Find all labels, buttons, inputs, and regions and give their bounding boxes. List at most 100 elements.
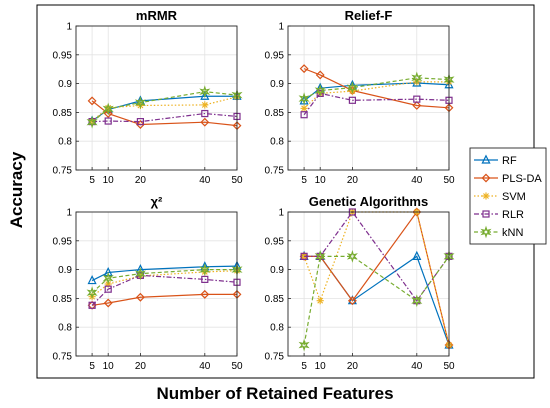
x-tick-label: 5 — [301, 361, 307, 372]
y-tick-label: 0.75 — [265, 352, 285, 363]
data-point — [412, 101, 422, 110]
panel-title: χ² — [151, 194, 163, 209]
data-point — [134, 96, 146, 109]
data-point — [103, 298, 113, 308]
series-line — [303, 255, 450, 346]
data-point — [200, 289, 210, 299]
y-tick-label: 0.9 — [270, 79, 284, 90]
y-tick-label: 0.75 — [265, 166, 285, 177]
x-tick-label: 40 — [411, 361, 423, 372]
x-tick-label: 20 — [135, 361, 147, 372]
data-point — [201, 109, 209, 118]
y-tick-label: 0.95 — [53, 50, 73, 61]
legend-marker — [480, 225, 492, 239]
series-line — [91, 91, 238, 123]
data-point — [300, 252, 308, 260]
data-point — [87, 275, 97, 285]
data-point — [316, 297, 324, 305]
legend-entry-rf: RF — [474, 154, 517, 167]
series-line — [303, 81, 449, 109]
data-point — [134, 267, 146, 281]
series-line — [92, 293, 237, 306]
y-tick-label: 0.95 — [265, 50, 285, 61]
data-point — [102, 271, 114, 285]
data-point — [298, 92, 310, 105]
series-knn — [86, 263, 243, 300]
data-point — [87, 96, 97, 106]
x-tick-label: 20 — [135, 175, 147, 186]
data-point — [104, 117, 112, 125]
series-knn — [86, 85, 243, 129]
plot-area — [76, 26, 237, 170]
data-point — [315, 70, 325, 80]
x-tick-label: 50 — [231, 361, 243, 372]
y-tick-label: 1 — [66, 208, 72, 219]
legend-entry-pls-da: PLS-DA — [474, 173, 542, 185]
data-point — [104, 285, 112, 293]
x-tick-label: 10 — [315, 361, 327, 372]
x-tick-label: 50 — [231, 175, 243, 186]
x-tick-label: 10 — [103, 361, 115, 372]
data-point — [300, 104, 308, 112]
legend: RF PLS-DA SVM RLR kNN — [469, 147, 547, 245]
data-point — [135, 292, 145, 302]
data-point — [136, 118, 144, 126]
x-tick-label: 40 — [199, 361, 211, 372]
data-point — [346, 249, 358, 263]
series-line — [303, 77, 450, 100]
data-point — [103, 109, 113, 119]
y-tick-label: 0.8 — [58, 137, 72, 148]
legend-marker — [482, 192, 490, 200]
chart-panel-4: 0.75 0.8 0.85 0.9 0.95 1 5 10 20 40 50 Genetic Algo… — [265, 194, 455, 372]
data-point — [299, 64, 309, 74]
data-point — [347, 296, 357, 306]
series-line — [91, 269, 237, 294]
data-point — [199, 85, 211, 99]
y-tick-label: 0.85 — [53, 294, 73, 305]
x-tick-label: 40 — [199, 175, 211, 186]
series-line — [303, 92, 450, 116]
plot-area — [288, 26, 449, 170]
legend-entry-knn: kNN — [474, 225, 523, 239]
x-tick-label: 50 — [443, 361, 455, 372]
data-point — [411, 71, 423, 85]
legend-marker — [482, 210, 490, 218]
data-point — [314, 84, 326, 97]
data-point — [412, 77, 422, 87]
x-tick-label: 20 — [347, 361, 359, 372]
data-point — [201, 101, 209, 109]
legend-entry-svm: SVM — [474, 191, 526, 203]
x-tick-label: 5 — [301, 175, 307, 186]
y-tick-label: 0.8 — [270, 137, 284, 148]
y-tick-label: 1 — [278, 22, 284, 33]
x-tick-label: 5 — [89, 361, 95, 372]
y-tick-label: 0.75 — [53, 166, 73, 177]
legend-label: kNN — [502, 227, 523, 239]
y-tick-label: 0.95 — [265, 236, 285, 247]
chart-panel-1: 0.75 0.8 0.85 0.9 0.95 1 5 10 20 40 50 mRMR — [53, 8, 243, 186]
y-tick-label: 0.95 — [53, 236, 73, 247]
data-point — [86, 115, 98, 129]
x-tick-label: 20 — [347, 175, 359, 186]
series-knn — [298, 249, 455, 352]
y-tick-label: 0.8 — [270, 323, 284, 334]
x-tick-label: 10 — [315, 175, 327, 186]
y-tick-label: 0.85 — [53, 108, 73, 119]
legend-label: PLS-DA — [502, 173, 542, 185]
series-line — [91, 274, 238, 306]
data-point — [298, 338, 310, 352]
data-point — [200, 90, 210, 100]
legend-entry-rlr: RLR — [474, 209, 524, 221]
x-tick-label: 50 — [443, 175, 455, 186]
chart-panel-3: 0.75 0.8 0.85 0.9 0.95 1 5 10 20 40 50 χ² — [53, 194, 243, 372]
data-point — [102, 102, 114, 116]
y-tick-label: 0.85 — [265, 294, 285, 305]
x-tick-label: 40 — [411, 175, 423, 186]
plot-border — [287, 211, 450, 357]
series-line — [92, 112, 238, 123]
series-rlr — [300, 89, 453, 119]
data-point — [200, 117, 210, 127]
plot-area — [76, 212, 237, 356]
